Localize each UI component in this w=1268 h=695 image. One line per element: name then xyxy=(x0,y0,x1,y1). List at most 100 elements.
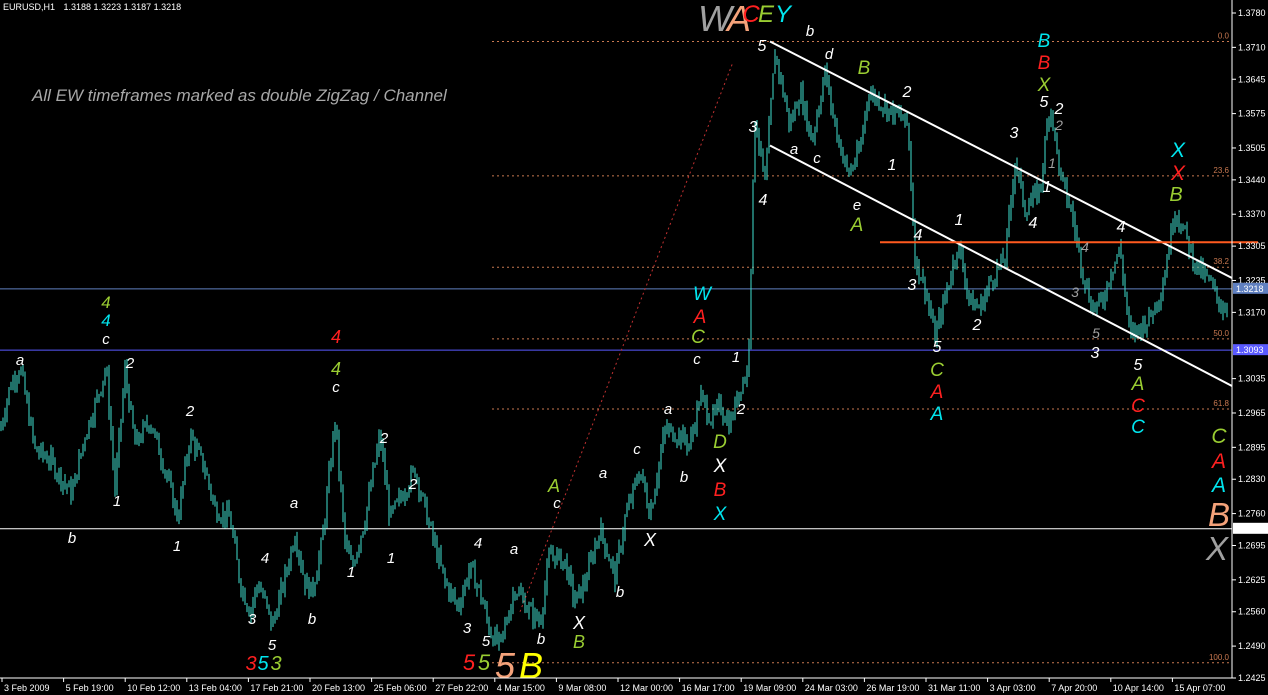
y-tick-label: 1.3645 xyxy=(1238,74,1266,84)
y-tick-label: 1.3035 xyxy=(1238,374,1266,384)
y-tick-label: 1.2965 xyxy=(1238,408,1266,418)
wave-label: C xyxy=(742,1,760,28)
wave-label: b xyxy=(68,530,76,547)
x-tick-label: 10 Feb 12:00 xyxy=(127,683,180,693)
wave-label: 3 xyxy=(1010,125,1019,142)
fib-level-label: 50.0 xyxy=(1213,329,1229,338)
channel-lower-line[interactable] xyxy=(769,144,1233,387)
dotted-trend-line[interactable] xyxy=(519,61,734,612)
wave-label: B xyxy=(1038,53,1051,74)
wave-label: 1 xyxy=(173,538,181,555)
y-tick-label: 1.2625 xyxy=(1238,575,1266,585)
wave-label: X xyxy=(713,456,728,477)
wave-label: W xyxy=(693,284,713,305)
wave-label: 5 xyxy=(482,633,491,650)
wave-label: b xyxy=(616,584,624,601)
fib-level-label: 100.0 xyxy=(1209,653,1230,662)
wave-label: 5 xyxy=(758,38,767,55)
price-tag-label: 1.3093 xyxy=(1236,345,1264,355)
wave-label: 4 xyxy=(1081,239,1089,255)
y-tick-label: 1.2830 xyxy=(1238,474,1266,484)
wave-label: b xyxy=(308,611,316,628)
y-tick-label: 1.2760 xyxy=(1238,509,1266,519)
wave-label: B xyxy=(573,632,585,652)
wave-label: A xyxy=(930,382,944,403)
wave-label: 5 xyxy=(1134,357,1143,374)
wave-label: 2 xyxy=(379,430,389,447)
wave-label: Y xyxy=(775,1,793,28)
wave-label: 5 xyxy=(1040,94,1049,111)
x-tick-label: 20 Feb 13:00 xyxy=(312,683,365,693)
wave-label: 1 xyxy=(113,493,121,510)
wave-label: A xyxy=(725,0,751,39)
wave-label: 1 xyxy=(1048,155,1056,171)
price-tag-label: 1.2729 xyxy=(1236,524,1264,534)
price-tag-label: 1.3218 xyxy=(1236,284,1264,294)
x-tick-label: 3 Apr 03:00 xyxy=(990,683,1036,693)
fib-level-label: 38.2 xyxy=(1213,257,1229,266)
x-tick-label: 26 Mar 19:00 xyxy=(866,683,919,693)
wave-label: 4 xyxy=(914,227,923,244)
wave-label: 4 xyxy=(331,359,341,379)
y-tick-label: 1.3440 xyxy=(1238,175,1266,185)
channel-upper-line[interactable] xyxy=(769,40,1233,279)
wave-label: 3 xyxy=(245,653,256,675)
wave-label: A xyxy=(693,307,707,328)
price-tag xyxy=(1233,522,1268,534)
wave-label: a xyxy=(790,141,798,158)
wave-label: a xyxy=(510,541,518,558)
wave-label: 5 xyxy=(495,645,516,686)
wave-label: 5 xyxy=(933,339,942,356)
wave-label: C xyxy=(1211,425,1227,448)
wave-label: 3 xyxy=(1071,284,1079,300)
x-tick-label: 4 Mar 15:00 xyxy=(497,683,545,693)
x-tick-label: 19 Mar 09:00 xyxy=(743,683,796,693)
wave-label: 4 xyxy=(759,192,768,209)
wave-label: A xyxy=(547,476,560,496)
wave-label: 3 xyxy=(1091,345,1100,362)
y-tick-label: 1.2695 xyxy=(1238,540,1266,550)
wave-label: 5 xyxy=(478,650,491,675)
x-tick-label: 13 Feb 04:00 xyxy=(189,683,242,693)
x-tick-label: 25 Feb 06:00 xyxy=(374,683,427,693)
wave-label: 4 xyxy=(101,293,110,312)
x-tick-label: 16 Mar 17:00 xyxy=(682,683,735,693)
wave-label: X xyxy=(1037,75,1052,96)
wave-label: b xyxy=(806,23,814,40)
wave-label: X xyxy=(713,504,728,525)
wave-label: d xyxy=(825,46,834,63)
wave-label: 3 xyxy=(248,611,257,628)
y-tick-label: 1.3235 xyxy=(1238,275,1266,285)
wave-label: A xyxy=(850,215,864,236)
wave-label: A xyxy=(1210,474,1226,497)
wave-label: 4 xyxy=(474,535,482,552)
x-tick-label: 3 Feb 2009 xyxy=(4,683,50,693)
wave-label: 1 xyxy=(955,212,964,229)
x-tick-label: 7 Apr 20:00 xyxy=(1051,683,1097,693)
y-tick-label: 1.3505 xyxy=(1238,143,1266,153)
x-tick-label: 10 Apr 14:00 xyxy=(1113,683,1164,693)
wave-label: B xyxy=(714,480,727,501)
wave-label: B xyxy=(1169,184,1182,206)
fib-level-label: 61.8 xyxy=(1213,399,1229,408)
wave-label: c xyxy=(633,441,641,458)
y-tick-label: 1.3710 xyxy=(1238,42,1266,52)
wave-label: C xyxy=(930,360,944,381)
wave-label: a xyxy=(290,495,298,512)
wave-label: 2 xyxy=(902,84,912,101)
wave-label: 3 xyxy=(270,653,281,675)
wave-label: E xyxy=(758,1,775,28)
fib-level-label: 23.6 xyxy=(1213,166,1229,175)
chart-symbol-header: EURUSD,H1 1.3188 1.3223 1.3187 1.3218 xyxy=(3,2,181,12)
wave-label: 5 xyxy=(268,637,277,654)
x-tick-label: 27 Feb 22:00 xyxy=(435,683,488,693)
y-tick-label: 1.2425 xyxy=(1238,673,1266,683)
x-tick-label: 9 Mar 08:00 xyxy=(558,683,606,693)
x-tick-label: 31 Mar 11:00 xyxy=(928,683,980,693)
y-tick-label: 1.3575 xyxy=(1238,109,1266,119)
wave-label: 4 xyxy=(1029,215,1038,232)
wave-label: C xyxy=(1131,396,1145,417)
wave-label: C xyxy=(691,327,705,348)
wave-label: 1 xyxy=(347,564,355,581)
